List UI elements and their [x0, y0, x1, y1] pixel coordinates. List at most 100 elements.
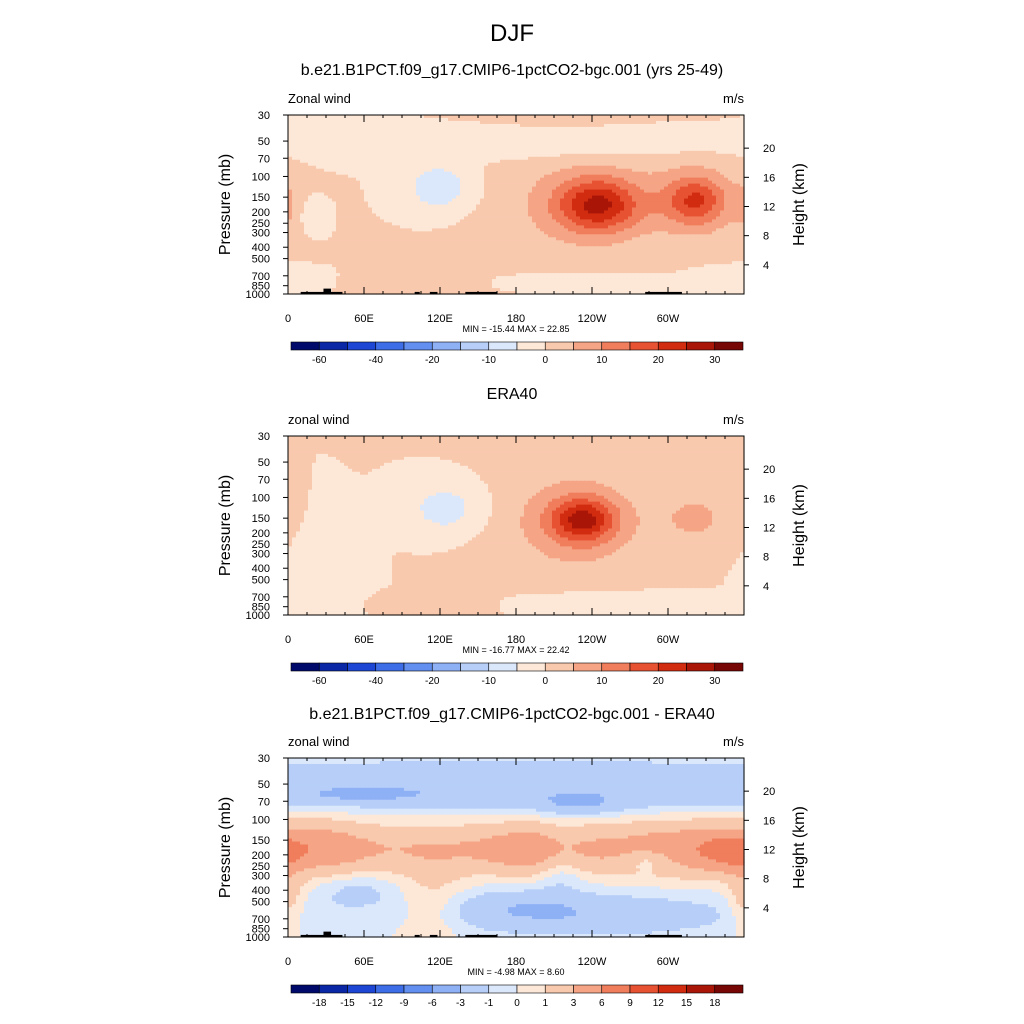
contour-cell [408, 162, 413, 167]
contour-cell [320, 228, 325, 232]
contour-cell [672, 222, 677, 226]
contour-cell [412, 162, 417, 167]
contour-cell [740, 135, 745, 140]
contour-cell [660, 120, 665, 125]
contour-cell [440, 159, 445, 164]
contour-cell [476, 168, 481, 173]
contour-cell [704, 183, 709, 188]
contour-cell [504, 156, 509, 161]
contour-cell [680, 147, 685, 152]
contour-cell [680, 115, 685, 119]
contour-cell [568, 234, 573, 238]
contour-cell [368, 186, 373, 191]
contour-cell [556, 162, 561, 167]
contour-cell [300, 150, 305, 155]
contour-cell [328, 115, 333, 119]
contour-cell [676, 150, 681, 155]
contour-cell [448, 150, 453, 155]
contour-cell [344, 243, 349, 247]
contour-cell [636, 165, 641, 170]
contour-cell [308, 216, 313, 221]
contour-cell [516, 204, 521, 209]
contour-cell [364, 132, 369, 137]
contour-cell [672, 115, 677, 119]
contour-cell [372, 216, 377, 221]
contour-cell [528, 147, 533, 152]
contour-cell [388, 150, 393, 155]
contour-cell [628, 180, 633, 185]
contour-cell [548, 189, 553, 194]
contour-cell [468, 231, 473, 235]
contour-cell [496, 129, 501, 134]
contour-cell [540, 195, 545, 200]
contour-cell [384, 186, 389, 191]
contour-cell [328, 168, 333, 173]
contour-cell [492, 216, 497, 221]
contour-cell [500, 228, 505, 232]
contour-cell [680, 198, 685, 203]
contour-cell [704, 150, 709, 155]
contour-cell [332, 141, 337, 146]
contour-cell [532, 165, 537, 170]
contour-cell [712, 228, 717, 232]
contour-cell [388, 222, 393, 226]
contour-cell [660, 231, 665, 235]
contour-cell [440, 156, 445, 161]
contour-cell [504, 174, 509, 179]
contour-cell [664, 150, 669, 155]
contour-cell [652, 228, 657, 232]
contour-cell [348, 159, 353, 164]
contour-cell [448, 201, 453, 206]
contour-cell [524, 225, 529, 229]
contour-cell [640, 115, 645, 119]
contour-cell [508, 213, 513, 218]
contour-cell [320, 126, 325, 131]
contour-cell [624, 165, 629, 170]
contour-cell [648, 153, 653, 158]
contour-cell [508, 117, 513, 122]
contour-cell [492, 135, 497, 140]
contour-cell [480, 195, 485, 200]
contour-cell [292, 135, 297, 140]
contour-cell [456, 189, 461, 194]
contour-cell [612, 219, 617, 223]
contour-cell [416, 138, 421, 143]
contour-cell [328, 219, 333, 223]
contour-cell [592, 216, 597, 221]
contour-cell [576, 234, 581, 238]
contour-cell [488, 186, 493, 191]
contour-cell [636, 192, 641, 197]
contour-cell [532, 177, 537, 182]
contour-cell [676, 225, 681, 229]
contour-cell [444, 192, 449, 197]
contour-cell [304, 115, 309, 119]
contour-cell [516, 225, 521, 229]
contour-cell [664, 159, 669, 164]
contour-cell [376, 138, 381, 143]
contour-cell [336, 198, 341, 203]
contour-cell [428, 243, 433, 247]
contour-cell [540, 174, 545, 179]
contour-cell [608, 144, 613, 149]
contour-cell [528, 156, 533, 161]
contour-cell [460, 129, 465, 134]
contour-cell [420, 225, 425, 229]
contour-cell [656, 192, 661, 197]
contour-cell [464, 225, 469, 229]
contour-cell [672, 192, 677, 197]
contour-cell [460, 171, 465, 176]
contour-cell [328, 213, 333, 218]
contour-cell [396, 153, 401, 158]
contour-cell [564, 195, 569, 200]
contour-cell [628, 234, 633, 238]
contour-cell [584, 207, 589, 212]
contour-cell [436, 177, 441, 182]
contour-cell [680, 210, 685, 215]
contour-cell [552, 243, 557, 247]
contour-cell [532, 183, 537, 188]
contour-cell [632, 129, 637, 134]
contour-cell [324, 243, 329, 247]
contour-cell [684, 147, 689, 152]
contour-cell [332, 153, 337, 158]
contour-cell [476, 132, 481, 137]
